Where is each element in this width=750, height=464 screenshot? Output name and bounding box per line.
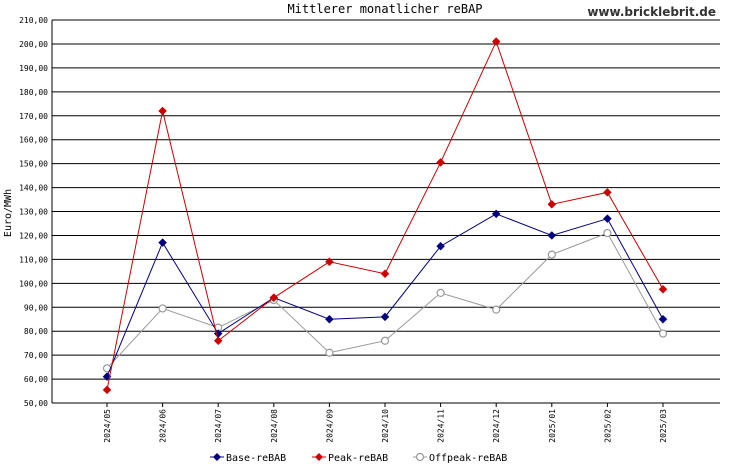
data-point xyxy=(436,288,445,297)
legend-item: Offpeak-reBAB xyxy=(413,452,507,464)
data-point xyxy=(325,257,334,267)
y-tick-label: 70,00 xyxy=(24,351,48,360)
y-tick-label: 210,00 xyxy=(19,16,48,25)
x-tick-label: 2024/05 xyxy=(103,409,112,443)
y-tick-label: 170,00 xyxy=(19,112,48,121)
y-tick-label: 130,00 xyxy=(19,208,48,217)
legend-label: Peak-reBAB xyxy=(328,453,388,464)
legend-marker xyxy=(415,452,425,462)
data-point xyxy=(380,336,390,345)
legend-label: Base-reBAB xyxy=(226,453,286,464)
legend: Base-reBAB Peak-reBAB Offpeak-reBAB xyxy=(210,452,507,464)
data-point xyxy=(547,231,557,240)
x-tick-label: 2024/06 xyxy=(159,409,168,443)
data-point xyxy=(547,250,556,259)
data-point xyxy=(380,312,390,322)
x-tick-label: 2024/08 xyxy=(270,409,279,443)
data-point xyxy=(102,385,112,395)
site-brand[interactable]: www.bricklebrit.de xyxy=(587,5,716,19)
x-tick-label: 2025/02 xyxy=(603,409,612,443)
y-axis-label: Euro/MWh xyxy=(3,189,14,237)
y-tick-label: 90,00 xyxy=(24,303,48,312)
data-point xyxy=(603,187,612,197)
y-tick-label: 190,00 xyxy=(19,64,48,73)
data-point xyxy=(325,314,334,324)
data-point xyxy=(269,293,279,303)
data-point xyxy=(213,336,223,346)
x-tick-label: 2024/10 xyxy=(381,409,390,443)
legend-label: Offpeak-reBAB xyxy=(429,453,507,464)
series-peak-rebab xyxy=(102,37,668,395)
y-tick-label: 110,00 xyxy=(19,255,48,264)
y-tick-label: 200,00 xyxy=(19,40,48,49)
data-point xyxy=(380,269,390,279)
y-tick-label: 100,00 xyxy=(19,279,48,288)
y-tick-label: 180,00 xyxy=(19,88,48,97)
y-tick-label: 150,00 xyxy=(19,160,48,169)
legend-marker xyxy=(213,453,221,461)
x-tick-label: 2024/12 xyxy=(492,409,501,443)
data-point xyxy=(158,238,167,247)
x-tick-label: 2025/03 xyxy=(659,409,668,443)
data-point xyxy=(436,241,445,251)
data-point xyxy=(325,348,334,357)
data-point xyxy=(658,329,668,338)
data-point xyxy=(436,158,445,167)
grid xyxy=(52,19,720,404)
y-tick-label: 60,00 xyxy=(24,375,48,384)
data-point xyxy=(491,37,501,46)
x-tick-label: 2024/07 xyxy=(214,409,223,443)
legend-marker xyxy=(315,453,323,461)
series xyxy=(102,37,668,395)
y-tick-label: 140,00 xyxy=(19,184,48,193)
axes xyxy=(51,20,720,407)
y-tick-label: 50,00 xyxy=(24,399,48,408)
data-point xyxy=(158,304,167,313)
x-tick-label: 2025/01 xyxy=(548,409,557,443)
data-point xyxy=(158,106,167,116)
y-tick-label: 120,00 xyxy=(19,231,48,240)
y-tick-label: 160,00 xyxy=(19,136,48,145)
data-point xyxy=(603,214,612,224)
data-point xyxy=(658,314,668,324)
data-point xyxy=(547,199,557,209)
x-tick-label: 2024/11 xyxy=(437,409,446,443)
series-offpeak-rebab xyxy=(102,228,668,373)
legend-item: Base-reBAB xyxy=(210,453,286,464)
chart-title: Mittlerer monatlicher reBAP xyxy=(287,2,482,16)
x-tick-label: 2024/09 xyxy=(325,409,334,443)
data-point xyxy=(492,305,501,314)
data-point xyxy=(603,228,612,238)
data-point xyxy=(491,209,501,219)
data-point xyxy=(658,284,668,294)
y-tick-label: 80,00 xyxy=(24,327,48,336)
tick-labels: 50,00 60,00 70,00 80,00 90,00 100,00 110,00 120… xyxy=(19,16,668,443)
legend-item: Peak-reBAB xyxy=(312,453,388,464)
